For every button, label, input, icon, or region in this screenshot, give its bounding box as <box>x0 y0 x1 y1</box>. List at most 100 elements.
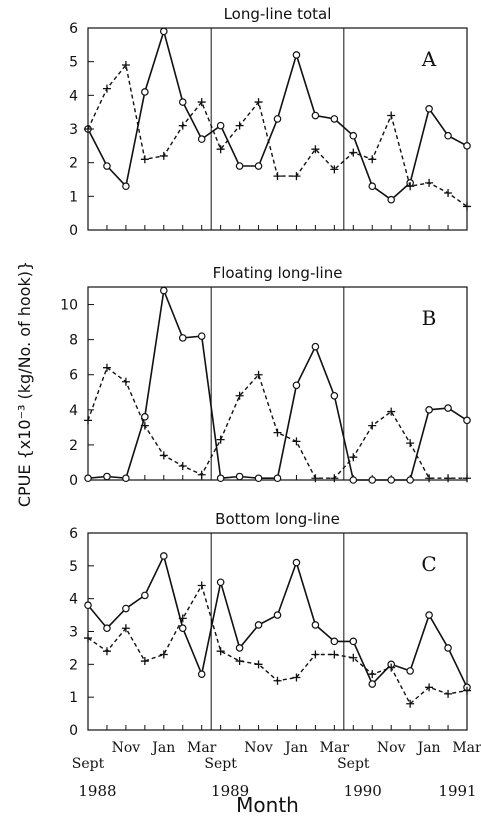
data-point-plus <box>254 370 263 379</box>
data-point-circle <box>444 644 452 652</box>
data-point-plus <box>368 155 377 164</box>
data-point-circle <box>273 115 282 123</box>
data-point-circle <box>216 474 225 483</box>
data-point-circle <box>330 391 339 400</box>
panel-letter: A <box>421 47 437 71</box>
data-point-plus <box>330 165 339 174</box>
y-tick-label: 0 <box>69 473 78 489</box>
data-point-circle <box>254 621 263 629</box>
data-point-circle <box>216 578 225 587</box>
data-point-circle <box>425 611 433 619</box>
data-point-circle <box>103 472 111 481</box>
data-point-plus <box>178 461 187 470</box>
data-point-plus <box>349 148 358 157</box>
data-point-circle <box>330 115 339 123</box>
y-tick-label: 4 <box>69 592 78 608</box>
y-tick-label: 3 <box>69 625 78 641</box>
y-tick-label: 4 <box>69 88 78 104</box>
data-point-plus <box>292 673 301 682</box>
data-point-circle <box>235 162 244 170</box>
data-point-circle <box>273 474 282 483</box>
data-point-circle <box>444 131 452 140</box>
x-year-label: 1991 <box>438 782 476 800</box>
data-point-plus <box>311 474 320 483</box>
x-month-label: Nov <box>112 740 141 756</box>
x-month-label: Mar <box>187 740 217 756</box>
panel-b: 0 2 4 6 8 10 Floating long-line B <box>60 264 471 489</box>
data-point-circle <box>463 416 471 425</box>
data-point-plus <box>444 689 453 698</box>
y-tick-label: 1 <box>69 690 78 706</box>
x-month-label: Jan <box>150 740 175 756</box>
data-point-plus <box>330 474 339 483</box>
data-point-plus <box>102 84 111 93</box>
data-point-circle <box>387 476 396 484</box>
data-point-circle <box>84 601 92 610</box>
data-point-plus <box>349 653 358 662</box>
x-month-label: Jan <box>283 740 308 756</box>
x-year-label: 1990 <box>344 782 382 800</box>
data-point-circle <box>122 474 130 483</box>
data-point-plus <box>273 676 282 685</box>
data-point-plus <box>197 581 206 590</box>
data-point-plus <box>311 145 320 154</box>
panel-a: 0 1 2 3 4 5 6 Long-line total A <box>69 5 471 239</box>
data-point-circle <box>254 474 263 483</box>
data-point-circle <box>103 624 111 633</box>
y-tick-label: 5 <box>69 559 78 575</box>
data-point-plus <box>159 451 168 460</box>
data-point-circle <box>425 105 433 113</box>
data-point-plus <box>102 363 111 372</box>
data-point-plus <box>216 435 225 444</box>
data-point-plus <box>425 474 434 483</box>
y-tick-label: 0 <box>69 723 78 739</box>
data-point-circle <box>254 162 263 170</box>
plot-frame <box>87 27 468 231</box>
data-point-circle <box>368 182 377 191</box>
y-tick-label: 4 <box>69 403 78 419</box>
data-point-plus <box>159 650 168 659</box>
panel-title: Floating long-line <box>213 264 343 282</box>
data-point-plus <box>311 650 320 659</box>
data-point-plus <box>235 391 244 400</box>
data-point-plus <box>121 624 130 633</box>
x-month-label: Sept <box>204 756 237 772</box>
x-year-label: 1988 <box>78 782 116 800</box>
data-point-plus <box>349 453 358 462</box>
x-year-label: 1989 <box>211 782 249 800</box>
data-point-circle <box>178 334 187 342</box>
y-tick-label: 8 <box>69 333 78 349</box>
panel-letter: C <box>421 552 436 576</box>
data-point-plus <box>197 98 206 107</box>
data-point-plus <box>216 647 225 656</box>
data-point-circle <box>178 98 187 106</box>
data-point-plus <box>197 470 206 479</box>
panel-title: Bottom long-line <box>215 510 340 528</box>
data-point-plus <box>406 699 415 708</box>
data-point-circle <box>178 624 187 633</box>
data-point-plus <box>140 155 149 164</box>
data-point-circle <box>122 182 130 191</box>
y-tick-label: 2 <box>69 156 78 172</box>
series-line-dashed <box>87 366 467 479</box>
data-point-plus <box>387 407 396 416</box>
data-point-circle <box>311 342 320 351</box>
x-month-label: Jan <box>416 740 441 756</box>
data-point-circle <box>387 195 396 204</box>
x-month-label: Nov <box>244 740 273 756</box>
data-point-circle <box>122 604 130 613</box>
data-point-plus <box>178 121 187 130</box>
data-point-plus <box>159 151 168 160</box>
data-point-circle <box>311 621 320 629</box>
data-point-circle <box>406 667 414 675</box>
panel-letter: B <box>422 306 437 330</box>
y-tick-label: 10 <box>60 298 78 314</box>
data-point-plus <box>330 650 339 659</box>
data-point-plus <box>84 634 92 643</box>
series-line-solid <box>87 287 468 481</box>
series-line-dashed <box>87 583 468 705</box>
panel-title: Long-line total <box>224 5 332 23</box>
x-month-label: Nov <box>377 740 406 756</box>
data-point-circle <box>197 135 206 143</box>
